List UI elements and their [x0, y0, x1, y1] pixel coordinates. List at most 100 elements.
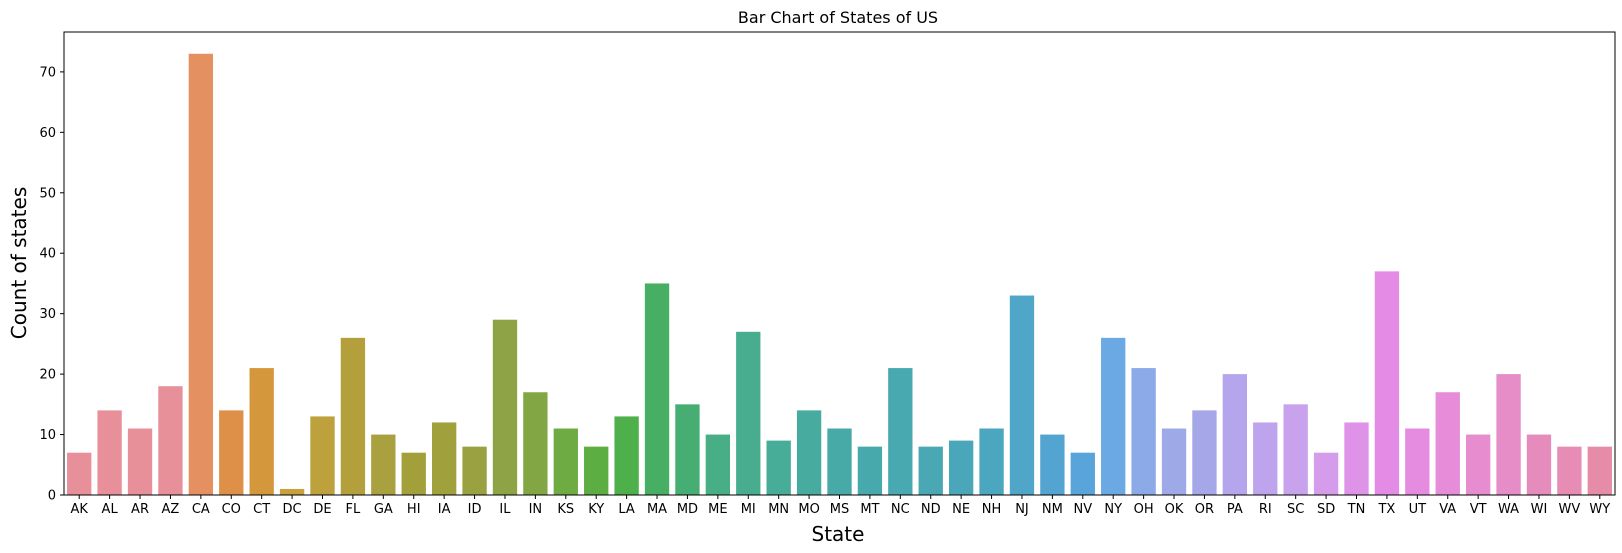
y-tick-label: 30 — [39, 307, 56, 322]
x-tick-label: AR — [131, 502, 149, 517]
bar-mn — [766, 440, 791, 495]
bar-ks — [553, 428, 578, 495]
bar-ok — [1161, 428, 1187, 495]
bar-de — [310, 416, 335, 495]
bar-nh — [979, 428, 1004, 495]
bar-nm — [1040, 434, 1065, 495]
bar-pa — [1222, 374, 1248, 495]
x-tick-label: AL — [102, 502, 119, 517]
x-tick-label: LA — [618, 502, 635, 517]
bar-ak — [67, 452, 92, 495]
bar-ri — [1253, 422, 1278, 495]
bar-in — [523, 392, 548, 495]
bar-fl — [340, 337, 366, 495]
x-tick-label: ND — [921, 502, 941, 517]
x-tick-label: MD — [677, 502, 698, 517]
x-tick-label: CA — [192, 502, 210, 517]
bar-md — [675, 404, 700, 495]
x-tick-label: IN — [529, 502, 543, 517]
bar-ma — [644, 283, 670, 495]
bar-or — [1192, 410, 1217, 495]
bar-ky — [584, 446, 609, 495]
bar-nd — [918, 446, 943, 495]
x-tick-label: NC — [891, 502, 910, 517]
bar-ms — [827, 428, 852, 495]
x-tick-label: MN — [768, 502, 789, 517]
x-tick-label: ID — [468, 502, 482, 517]
x-tick-label: NE — [952, 502, 970, 517]
bar-sc — [1283, 404, 1308, 495]
bar-ga — [371, 434, 396, 495]
bar-ia — [431, 422, 457, 495]
bar-ca — [188, 53, 214, 495]
y-axis: 0 10 20 30 40 50 60 70 — [39, 65, 64, 504]
bar-mi — [736, 331, 761, 495]
x-tick-label: MT — [860, 502, 879, 517]
x-tick-label: FL — [346, 502, 361, 517]
y-tick-label: 60 — [39, 126, 56, 141]
bars-group — [67, 53, 1612, 495]
bar-vt — [1465, 434, 1491, 495]
bar-id — [462, 446, 487, 495]
x-tick-label: NY — [1104, 502, 1122, 517]
x-tick-label: DC — [283, 502, 302, 517]
bar-nv — [1070, 452, 1095, 495]
x-tick-label: WA — [1498, 502, 1519, 517]
bar-mt — [857, 446, 883, 495]
x-tick-label: WI — [1531, 502, 1548, 517]
x-tick-label: VT — [1470, 502, 1487, 517]
x-tick-label: NV — [1073, 502, 1092, 517]
bar-al — [97, 410, 122, 495]
x-tick-label: MS — [830, 502, 849, 517]
x-tick-label: CO — [222, 502, 241, 517]
bar-co — [219, 410, 244, 495]
x-tick-label: PA — [1227, 502, 1243, 517]
bar-nj — [1009, 295, 1035, 495]
x-tick-label: WV — [1559, 502, 1581, 517]
bar-ny — [1101, 337, 1126, 495]
bar-me — [705, 434, 731, 495]
bar-tx — [1374, 271, 1400, 495]
x-tick-label: OR — [1195, 502, 1214, 517]
bar-mo — [796, 410, 822, 495]
x-tick-label: IL — [499, 502, 511, 517]
bar-az — [158, 386, 183, 495]
y-tick-label: 10 — [39, 428, 56, 443]
x-tick-label: VA — [1439, 502, 1456, 517]
bar-hi — [401, 452, 426, 495]
bar-ut — [1405, 428, 1430, 495]
x-tick-label: SC — [1287, 502, 1304, 517]
bar-ct — [249, 368, 274, 495]
x-tick-label: IA — [438, 502, 451, 517]
x-tick-label: CT — [253, 502, 270, 517]
bar-il — [492, 319, 518, 495]
bar-ar — [127, 428, 153, 495]
x-tick-label: MI — [741, 502, 756, 517]
bar-la — [614, 416, 639, 495]
x-tick-label: KY — [588, 502, 604, 517]
x-tick-label: DE — [313, 502, 331, 517]
bar-ne — [948, 440, 974, 495]
x-tick-label: OK — [1165, 502, 1184, 517]
x-tick-label: OH — [1134, 502, 1154, 517]
x-tick-label: UT — [1409, 502, 1427, 517]
x-axis: AK AL AR AZ CA CO CT DC DE FL GA HI IA ID IL IN KS KY LA MA… — [70, 495, 1610, 517]
y-tick-label: 0 — [48, 489, 56, 504]
chart-title: Bar Chart of States of US — [738, 8, 938, 27]
x-tick-label: NM — [1042, 502, 1063, 517]
x-tick-label: AK — [70, 502, 88, 517]
x-tick-label: HI — [407, 502, 421, 517]
x-tick-label: NJ — [1015, 502, 1029, 517]
x-tick-label: MO — [798, 502, 819, 517]
bar-wi — [1526, 434, 1552, 495]
x-axis-label: State — [812, 522, 865, 546]
bar-wy — [1587, 446, 1612, 495]
bar-wa — [1496, 374, 1521, 495]
y-axis-label: Count of states — [7, 187, 31, 339]
y-tick-label: 50 — [39, 186, 56, 201]
bar-tn — [1344, 422, 1369, 495]
x-tick-label: RI — [1259, 502, 1272, 517]
bar-nc — [888, 368, 913, 495]
x-tick-label: MA — [647, 502, 667, 517]
